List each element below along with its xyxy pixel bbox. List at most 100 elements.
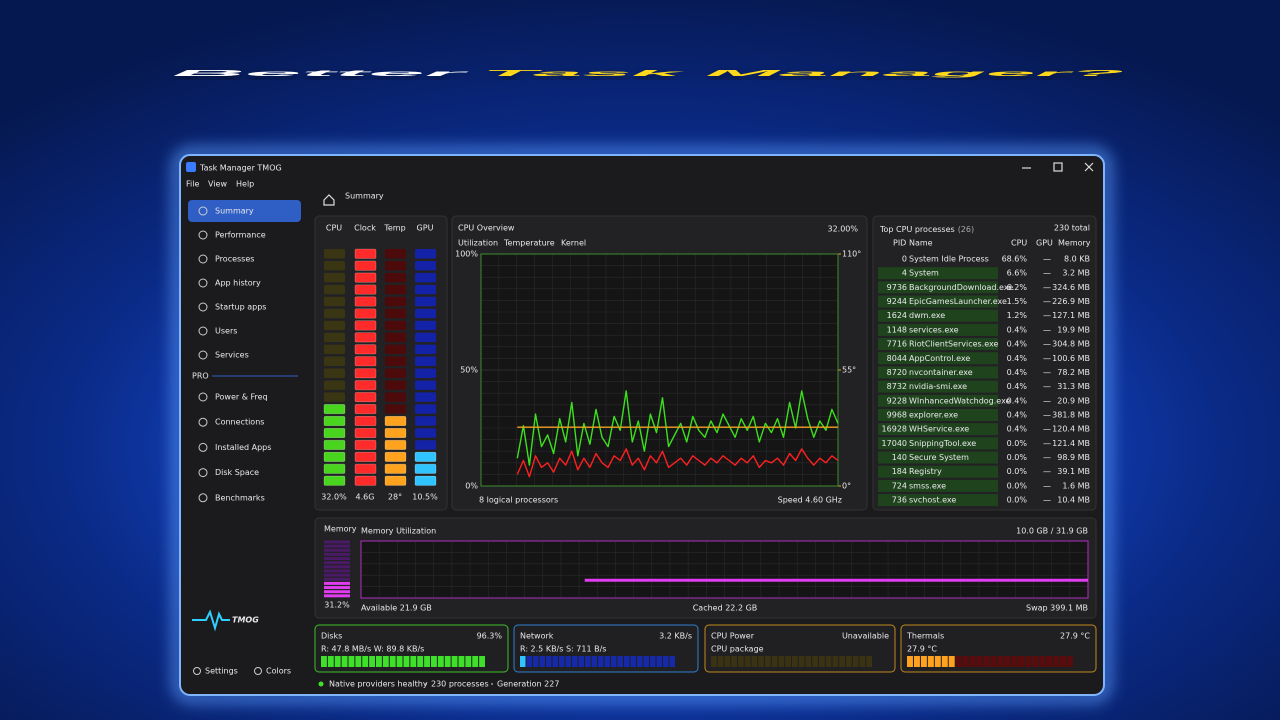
memory-cell: 381.8 MB (1052, 410, 1090, 419)
y2-tick-label: 55° (842, 366, 856, 375)
meter-segment-lit (354, 272, 377, 283)
gpu-cell: — (1043, 269, 1051, 278)
card-segment-lit (369, 656, 375, 667)
home-icon[interactable] (323, 194, 335, 206)
y2-tick-label: 110° (842, 250, 861, 259)
meter-segment (385, 320, 406, 331)
card-segment (1018, 656, 1025, 667)
meter-label: Clock (354, 224, 376, 233)
memory-cell: 78.2 MB (1057, 368, 1090, 377)
status-sep (425, 683, 427, 685)
meter-segment (385, 380, 406, 390)
gpu-cell: — (1043, 467, 1051, 476)
meter-segment (324, 320, 345, 331)
legend-entry: Utilization (458, 239, 498, 248)
nav-icon (198, 206, 208, 216)
memory-cell: 100.6 MB (1052, 354, 1090, 363)
card-segment-lit (431, 656, 437, 667)
nav-item[interactable]: Installed Apps (215, 443, 271, 452)
meter-segment (385, 344, 406, 355)
card-segment (778, 656, 785, 667)
card-segment-lit (920, 656, 927, 667)
nav-item[interactable]: Disk Space (215, 468, 259, 477)
memory-cell: 20.9 MB (1057, 396, 1090, 405)
pid: 736 (892, 496, 907, 505)
memory-plot-border (360, 540, 1089, 599)
card-segment (637, 656, 643, 667)
column-header: PID (893, 239, 906, 248)
meter-segment (415, 308, 436, 319)
card-segment (559, 656, 565, 667)
memory-segment (324, 557, 350, 561)
meters-panel (314, 215, 448, 511)
nav-item[interactable]: Services (215, 351, 249, 360)
maximize[interactable] (1053, 162, 1063, 172)
meter-segment (385, 368, 406, 378)
nav-icon (198, 326, 208, 336)
meter-segment-lit (384, 439, 407, 450)
nav-item[interactable]: Connections (215, 418, 264, 427)
pid: 7716 (887, 340, 907, 349)
pid: 0 (902, 255, 907, 264)
card-segment-lit (934, 656, 941, 667)
memory-cell: 127.1 MB (1052, 311, 1090, 320)
nav-item[interactable]: Benchmarks (215, 493, 265, 502)
row-highlight (878, 366, 998, 379)
nav-item[interactable]: Processes (215, 255, 254, 264)
card-title: Disks (321, 632, 342, 641)
status-text: 230 processes (431, 680, 489, 689)
nav-item[interactable]: Power & Freq (215, 393, 268, 402)
colors-link[interactable]: Colors (266, 667, 291, 676)
pid: 9736 (887, 283, 907, 292)
card-segment (604, 656, 610, 667)
chart-footer: Speed 4.60 GHz (778, 496, 842, 505)
row-highlight (878, 267, 998, 280)
meter-segment (385, 284, 406, 295)
gpu-cell: — (1043, 453, 1051, 462)
meter-segment (324, 368, 345, 378)
nav-item[interactable]: Performance (215, 231, 266, 240)
nav-item[interactable]: Startup apps (215, 303, 266, 312)
card-segment-lit (437, 656, 444, 667)
card-segment (819, 656, 825, 667)
row-highlight (878, 281, 998, 294)
meter-segment-lit (354, 248, 377, 259)
process-total: 230 total (1054, 224, 1090, 233)
memory-cell: 8.0 KB (1064, 255, 1090, 264)
row-highlight (878, 352, 998, 365)
settings-link[interactable]: Settings (205, 667, 238, 676)
row-highlight (878, 295, 998, 308)
memory-label: Memory (324, 525, 357, 534)
meter-segment-lit (354, 344, 377, 355)
card-detail: R: 2.5 KB/s S: 711 B/s (520, 645, 606, 654)
y-tick-label: 100% (455, 250, 478, 259)
card-segment-lit (479, 656, 485, 667)
row-highlight (878, 437, 998, 450)
memory-cell: 19.9 MB (1057, 325, 1090, 334)
pid: 1624 (887, 311, 907, 320)
card-segment-lit (907, 656, 913, 667)
card-segment (711, 656, 717, 667)
legend-entry: Kernel (561, 239, 586, 248)
process-name: RiotClientServices.exe (909, 340, 999, 349)
nav-item[interactable]: Users (215, 327, 237, 336)
meter-segment (324, 392, 345, 402)
nav-item[interactable]: App history (215, 279, 261, 288)
meter-segment (324, 332, 345, 343)
series-line (516, 390, 839, 466)
y2-tick-label: 0° (842, 482, 851, 491)
memory-cell: 10.4 MB (1057, 496, 1090, 505)
card-segment (552, 656, 558, 667)
cpu-cell: 0.0% (1007, 439, 1028, 448)
card-segment (765, 656, 771, 667)
meter-reading: 32.0% (321, 493, 347, 502)
memory-segment (324, 565, 350, 569)
close[interactable] (1084, 162, 1094, 172)
card-segment (798, 656, 805, 667)
pid: 9228 (887, 396, 907, 405)
meter-reading: 4.6G (356, 493, 375, 502)
cpu-cell: 0.0% (1007, 481, 1028, 490)
nav-item[interactable]: Summary (215, 207, 254, 216)
card-segment (832, 656, 839, 667)
memory-segment-lit (324, 594, 350, 598)
